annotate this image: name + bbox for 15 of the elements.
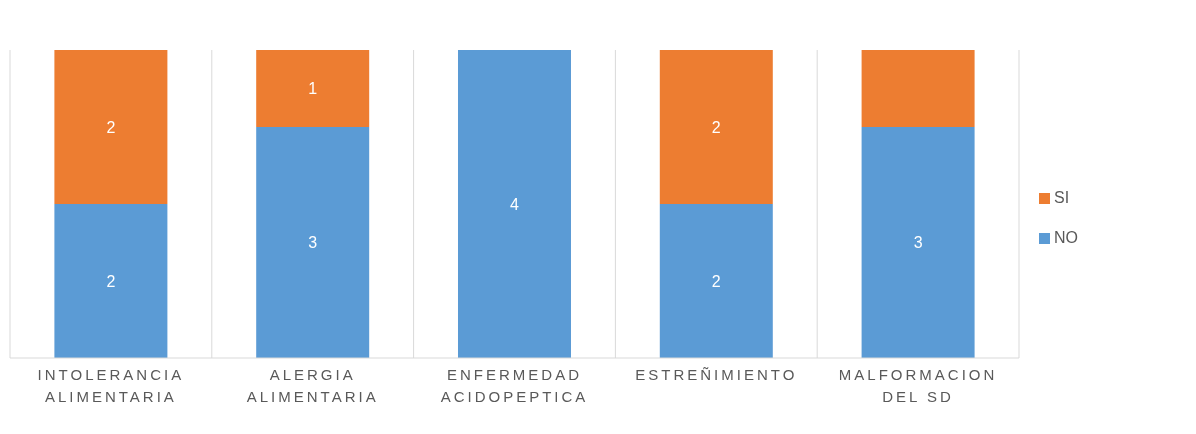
data-label: 2 [106,118,116,136]
data-label: 1 [308,80,318,97]
legend-label: SI [1054,189,1070,206]
x-tick-label: ALERGIA ALIMENTARIA [246,366,379,405]
data-label: 3 [308,234,318,251]
data-label: 4 [510,195,520,213]
x-tick-label: ENFERMEDAD ACIDOPEPTICA [440,366,589,405]
x-tick-label: MALFORMACION DEL SD [838,366,998,405]
x-tick-label: INTOLERANCIA ALIMENTARIA [37,366,185,405]
data-label: 3 [913,234,923,251]
data-label: 2 [711,272,721,290]
legend-label: NO [1054,229,1078,246]
data-label: 2 [711,118,721,136]
data-label: 2 [106,272,116,290]
x-tick-label: ESTREÑIMIENTO [635,366,798,383]
